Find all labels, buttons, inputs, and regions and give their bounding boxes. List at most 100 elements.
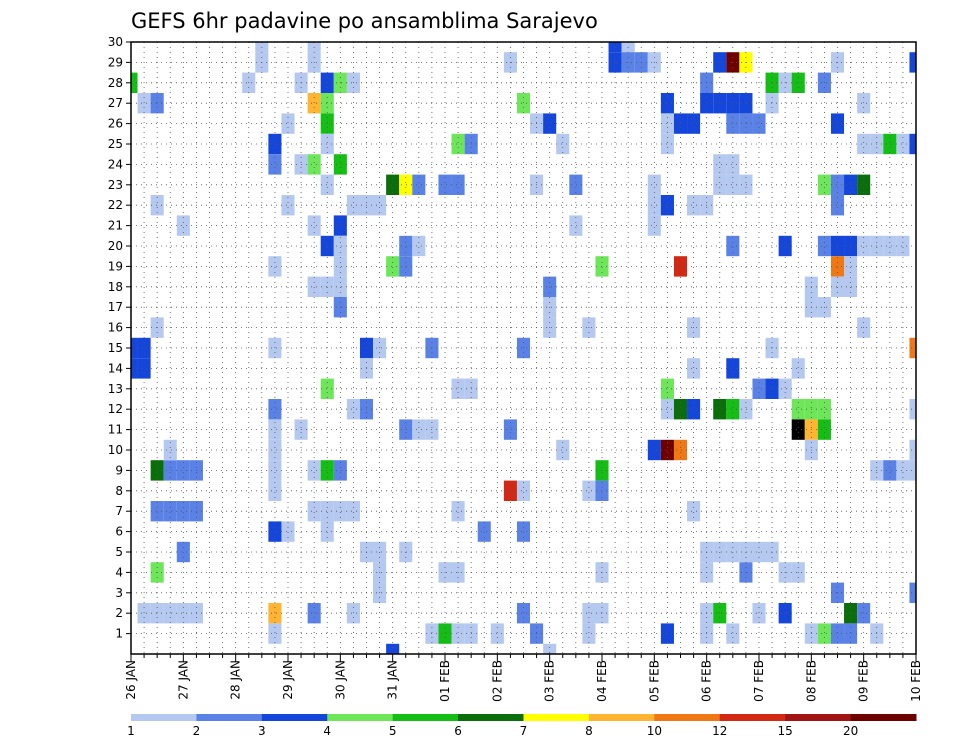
heatmap-cell [307,93,321,114]
y-tick-label: 13 [108,382,123,396]
heatmap-cell [857,174,871,195]
heatmap-cell [399,174,413,195]
heatmap-cell [752,113,766,134]
heatmap-cell [333,501,347,522]
heatmap-cell [307,215,321,236]
heatmap-cell [320,113,334,134]
heatmap-cell [333,276,347,297]
heatmap-cell [163,501,177,522]
colorbar-label: 20 [843,724,858,738]
y-tick-label: 1 [115,627,123,641]
heatmap-cell [647,215,661,236]
heatmap-cell [765,378,779,399]
heatmap-cell [556,439,570,461]
heatmap-cell [660,195,674,216]
heatmap-cell [333,235,347,257]
heatmap-cell [778,235,792,257]
heatmap-cell [909,133,916,155]
x-tick-label: 09 FEB [857,660,871,702]
heatmap-cell [281,521,295,542]
heatmap-cell [412,174,426,195]
heatmap-cell [883,460,897,481]
heatmap-cell [176,215,190,236]
heatmap-cell [660,623,674,644]
x-tick-label: 08 FEB [804,660,818,702]
y-tick-label: 3 [115,586,123,600]
heatmap-cell [412,419,426,440]
x-tick-label: 30 JAN [333,660,347,700]
heatmap-cell [268,419,282,440]
heatmap-cell [752,603,766,624]
x-tick-label: 28 JAN [229,660,243,700]
heatmap-cell [346,399,360,420]
heatmap-cell [726,399,740,420]
colorbar-label: 8 [585,724,593,738]
heatmap-cell [660,439,674,461]
x-tick-label: 26 JAN [124,660,138,700]
heatmap-cell [451,174,465,195]
heatmap-cell [516,603,531,624]
y-tick-label: 9 [115,463,123,477]
heatmap-cell [490,623,504,644]
heatmap-cell [673,439,688,461]
heatmap-cell [268,460,282,481]
heatmap-cell [752,378,766,399]
heatmap-cell [857,235,871,257]
colorbar-label: 6 [454,724,462,738]
x-tick-label: 07 FEB [752,660,766,702]
heatmap-cell [131,72,138,93]
heatmap-cell [817,399,831,420]
heatmap-cell [268,133,282,155]
heatmap-cell [660,133,674,155]
heatmap-cell [817,623,831,644]
heatmap-cell [909,337,916,359]
heatmap-cell [844,256,858,277]
heatmap-cell [726,93,740,114]
x-tick-label: 05 FEB [647,660,661,702]
heatmap-cell [150,195,164,216]
heatmap-cell [687,501,701,522]
heatmap-cell [176,603,190,624]
colorbar-label: 15 [778,724,793,738]
colorbar-label: 12 [712,724,727,738]
colorbar-label: 2 [193,724,201,738]
heatmap-cell [320,521,334,542]
heatmap-cell [830,174,845,195]
heatmap-cell [543,113,557,134]
y-tick-label: 15 [108,341,123,355]
colorbar-label: 7 [520,724,528,738]
y-tick-label: 19 [108,259,123,273]
heatmap-cell [647,195,661,216]
colorbar-label: 4 [323,724,331,738]
x-tick-label: 29 JAN [281,660,295,700]
heatmap-cell [386,643,400,654]
heatmap-cell [516,521,531,542]
heatmap-cell [830,623,845,644]
heatmap-cell [660,93,674,114]
heatmap-cell [687,399,701,420]
y-tick-label: 5 [115,545,123,559]
heatmap-cell [268,399,282,420]
heatmap-cell [333,154,347,175]
heatmap-cell [320,460,334,481]
heatmap-cell [346,603,360,624]
heatmap-cell [909,460,916,481]
cells-layer [131,42,916,654]
heatmap-cell [778,378,792,399]
heatmap-cell [131,358,138,379]
y-tick-label: 2 [115,606,123,620]
heatmap-cell [333,460,347,481]
heatmap-cell [844,276,858,297]
heatmap-cell [150,501,164,522]
heatmap-cell [320,133,334,155]
ticks-layer: 1234567891011121314151617181920212223242… [108,35,923,702]
heatmap-cell [909,439,916,461]
heatmap-cell [307,603,321,624]
heatmap-cell [713,399,727,420]
heatmap-cell [778,603,792,624]
heatmap-cell [320,235,334,257]
colorbar-swatch [719,714,786,721]
x-tick-label: 06 FEB [700,660,714,702]
heatmap-cell [399,235,413,257]
heatmap-cell [673,256,688,277]
